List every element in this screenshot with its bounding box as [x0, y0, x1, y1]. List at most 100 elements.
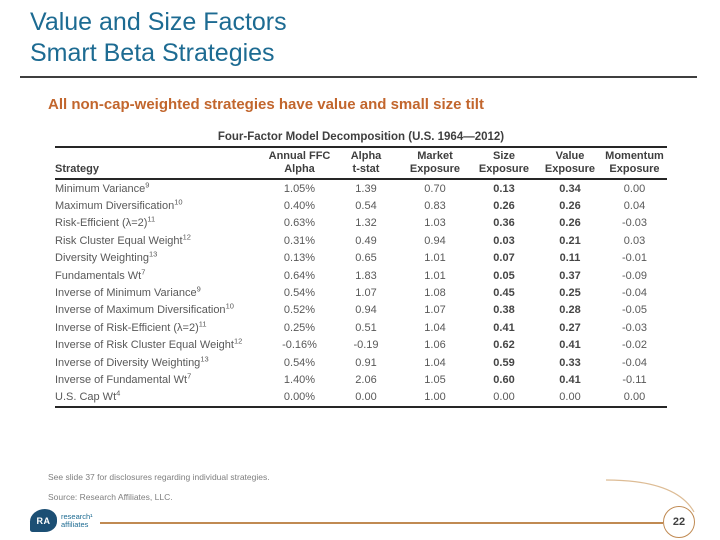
- size-exposure-cell: 0.36: [493, 217, 515, 230]
- header-strategy: Strategy: [55, 163, 100, 175]
- logo-icon: RA: [30, 509, 57, 532]
- logo-text: research¹ affiliates: [61, 512, 93, 529]
- momentum-exposure-cell: -0.03: [621, 217, 648, 230]
- annual-ffc-alpha-cell: 0.54%: [283, 356, 316, 369]
- market-exposure-cell: 1.01: [424, 269, 446, 282]
- alpha-tstat-cell: 2.06: [355, 373, 377, 386]
- strategy-footnote-ref: 13: [200, 353, 209, 363]
- strategy-name: Risk Cluster Equal Weight: [55, 234, 183, 247]
- strategy-name: Minimum Variance: [55, 182, 146, 195]
- alpha-tstat-cell: 0.49: [355, 234, 377, 247]
- strategy-footnote-ref: 9: [196, 284, 201, 294]
- size-exposure-cell: 0.13: [493, 182, 515, 195]
- momentum-exposure-cell: 0.00: [623, 391, 646, 404]
- table-row: Inverse of Fundamental Wt7 1.40% 2.06 1.…: [55, 371, 667, 388]
- market-exposure-cell: 0.83: [424, 200, 446, 213]
- strategy-footnote-ref: 10: [174, 197, 183, 207]
- momentum-exposure-cell: -0.04: [621, 356, 648, 369]
- alpha-tstat-cell: 1.83: [355, 269, 377, 282]
- table-row: Inverse of Maximum Diversification10 0.5…: [55, 302, 667, 319]
- strategy-name-cell: Inverse of Maximum Diversification10: [55, 302, 267, 319]
- value-exposure-cell: 0.11: [559, 252, 581, 265]
- momentum-exposure-cell: -0.03: [621, 321, 648, 334]
- annual-ffc-alpha-cell: -0.16%: [282, 339, 317, 352]
- annual-ffc-alpha-cell: 1.40%: [283, 373, 316, 386]
- value-exposure-cell: 0.00: [559, 391, 581, 404]
- value-exposure-cell: 0.33: [559, 356, 581, 369]
- market-exposure-cell: 0.94: [424, 234, 446, 247]
- market-exposure-cell: 0.70: [424, 182, 446, 195]
- strategy-name: Risk-Efficient (λ=2): [55, 217, 148, 230]
- alpha-tstat-cell: 0.65: [355, 252, 377, 265]
- alpha-tstat-cell: 0.51: [355, 321, 377, 334]
- value-exposure-cell: 0.34: [559, 182, 581, 195]
- strategy-name-cell: Risk Cluster Equal Weight12: [55, 232, 267, 249]
- size-exposure-cell: 0.07: [493, 252, 515, 265]
- momentum-exposure-cell: -0.04: [621, 287, 648, 300]
- strategy-name-cell: U.S. Cap Wt4: [55, 389, 267, 407]
- table-row: Diversity Weighting13 0.13% 0.65 1.01 0.…: [55, 250, 667, 267]
- strategy-name: Inverse of Maximum Diversification: [55, 304, 226, 317]
- slide-title-line2: Smart Beta Strategies: [30, 39, 275, 67]
- disclosure-footnote: See slide 37 for disclosures regarding i…: [48, 472, 270, 482]
- market-exposure-cell: 1.04: [424, 356, 446, 369]
- alpha-tstat-cell: 0.54: [355, 200, 377, 213]
- strategy-name-cell: Inverse of Diversity Weighting13: [55, 354, 267, 371]
- size-exposure-cell: 0.38: [493, 304, 515, 317]
- strategy-name: Maximum Diversification: [55, 200, 175, 213]
- value-exposure-cell: 0.28: [559, 304, 581, 317]
- strategy-footnote-ref: 11: [198, 319, 207, 329]
- header-market-exposure: Market Exposure: [409, 150, 461, 175]
- alpha-tstat-cell: 1.32: [355, 217, 377, 230]
- table-row: Risk Cluster Equal Weight12 0.31% 0.49 0…: [55, 232, 667, 249]
- strategy-name-cell: Inverse of Fundamental Wt7: [55, 371, 267, 388]
- strategy-footnote-ref: 4: [116, 388, 121, 398]
- strategy-name: Inverse of Diversity Weighting: [55, 356, 201, 369]
- strategy-name-cell: Fundamentals Wt7: [55, 267, 267, 284]
- size-exposure-cell: 0.62: [493, 339, 515, 352]
- annual-ffc-alpha-cell: 0.64%: [283, 269, 316, 282]
- title-divider: [20, 76, 697, 78]
- size-exposure-cell: 0.41: [493, 321, 515, 334]
- strategy-name-cell: Minimum Variance9: [55, 179, 267, 197]
- strategy-footnote-ref: 12: [233, 336, 243, 346]
- table-body: Minimum Variance9 1.05% 1.39 0.70 0.13 0…: [55, 179, 667, 408]
- strategy-name: Inverse of Risk Cluster Equal Weight: [55, 339, 234, 352]
- value-exposure-cell: 0.25: [559, 287, 581, 300]
- header-size-exposure: Size Exposure: [478, 150, 530, 175]
- momentum-exposure-cell: -0.05: [621, 304, 648, 317]
- source-footnote: Source: Research Affiliates, LLC.: [48, 492, 173, 502]
- table-row: Inverse of Diversity Weighting13 0.54% 0…: [55, 354, 667, 371]
- annual-ffc-alpha-cell: 0.00%: [283, 391, 316, 404]
- market-exposure-cell: 1.04: [424, 321, 446, 334]
- slide-title-line1: Value and Size Factors: [30, 8, 287, 36]
- market-exposure-cell: 1.06: [424, 339, 446, 352]
- table-row: Inverse of Risk-Efficient (λ=2)11 0.25% …: [55, 319, 667, 336]
- table-header: Strategy Annual FFC Alpha Alpha t-stat M…: [55, 147, 667, 179]
- momentum-exposure-cell: -0.09: [621, 269, 648, 282]
- strategy-name: Inverse of Risk-Efficient (λ=2): [55, 321, 199, 334]
- momentum-exposure-cell: 0.03: [623, 234, 646, 247]
- table-row: Inverse of Minimum Variance9 0.54% 1.07 …: [55, 284, 667, 301]
- strategy-name-cell: Risk-Efficient (λ=2)11: [55, 215, 267, 232]
- alpha-tstat-cell: 1.07: [355, 287, 377, 300]
- strategy-footnote-ref: 13: [148, 249, 158, 259]
- decomposition-table-section: Four-Factor Model Decomposition (U.S. 19…: [55, 130, 667, 408]
- table-row: Fundamentals Wt7 0.64% 1.83 1.01 0.05 0.…: [55, 267, 667, 284]
- table-row: Risk-Efficient (λ=2)11 0.63% 1.32 1.03 0…: [55, 215, 667, 232]
- market-exposure-cell: 1.03: [424, 217, 446, 230]
- alpha-tstat-cell: 0.94: [355, 304, 377, 317]
- momentum-exposure-cell: 0.04: [623, 200, 646, 213]
- strategy-name-cell: Inverse of Risk Cluster Equal Weight12: [55, 337, 267, 354]
- market-exposure-cell: 1.01: [424, 252, 446, 265]
- header-alpha-tstat: Alpha t-stat: [350, 150, 382, 175]
- annual-ffc-alpha-cell: 0.40%: [283, 200, 316, 213]
- slide-subtitle: All non-cap-weighted strategies have val…: [48, 96, 484, 113]
- page-number-badge: 22: [663, 506, 695, 538]
- alpha-tstat-cell: 1.39: [355, 182, 377, 195]
- momentum-exposure-cell: 0.00: [623, 182, 646, 195]
- size-exposure-cell: 0.00: [493, 391, 515, 404]
- market-exposure-cell: 1.08: [424, 287, 446, 300]
- momentum-exposure-cell: -0.11: [622, 373, 647, 386]
